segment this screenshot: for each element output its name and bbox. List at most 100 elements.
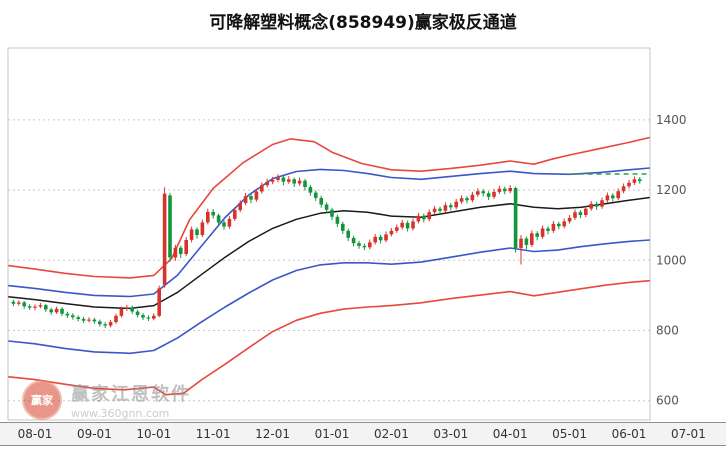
candle-body <box>567 217 572 222</box>
candle-body <box>195 229 199 235</box>
candle-body <box>486 193 491 197</box>
x-axis-label: 08-01 <box>17 427 53 441</box>
candle-body <box>76 317 80 319</box>
candle-body <box>49 309 53 313</box>
candle-body <box>330 209 334 217</box>
candle-body <box>233 210 237 219</box>
candle-body <box>162 193 167 285</box>
band-lower-blue <box>8 239 650 355</box>
candle-body <box>351 237 356 244</box>
candle-body <box>546 228 550 231</box>
candle-body <box>443 205 448 211</box>
candle-body <box>108 322 113 326</box>
candle-body <box>411 221 415 229</box>
candle-body <box>600 200 604 207</box>
candle-body <box>373 236 377 243</box>
plot-border <box>7 47 651 421</box>
candle-body <box>22 302 26 307</box>
candle-body <box>292 179 296 184</box>
candle-body <box>314 192 318 198</box>
candle-body <box>605 195 610 201</box>
candle-body <box>584 208 588 215</box>
candle-body <box>270 180 275 182</box>
candle-body <box>319 197 323 205</box>
candle-body <box>627 182 631 187</box>
candle-body <box>551 223 556 231</box>
candle-body <box>44 305 48 310</box>
y-axis-label: 800 <box>656 324 679 338</box>
band-upper-blue <box>8 167 650 298</box>
x-axis: 08-01 09-01 10-01 11-01 12-01 01-01 02-01 03-01… <box>0 422 726 446</box>
candle-body <box>200 222 205 235</box>
candle-body <box>17 302 21 304</box>
candle-body <box>400 222 404 228</box>
candle-body <box>265 181 269 186</box>
x-axis-label: 04-01 <box>492 427 528 441</box>
candle-body <box>535 233 539 237</box>
candle-body <box>341 223 345 231</box>
candle-body <box>98 321 102 325</box>
candle-body <box>459 198 464 202</box>
y-axis-label: 1200 <box>656 183 687 197</box>
candle-body <box>287 179 291 182</box>
candle-body <box>497 188 502 192</box>
y-axis-label: 1400 <box>656 113 687 127</box>
candle-body <box>281 177 286 182</box>
candle-body <box>524 238 529 245</box>
candle-body <box>573 212 577 218</box>
candle-body <box>621 186 626 192</box>
candle-body <box>141 315 145 318</box>
candle-body <box>243 196 248 204</box>
candle-body <box>362 245 367 248</box>
candle-body <box>378 236 383 241</box>
candle-body <box>492 191 496 197</box>
x-axis-label: 02-01 <box>373 427 409 441</box>
candle-body <box>616 191 620 199</box>
candle-body <box>189 229 194 240</box>
chart-title: 可降解塑料概念(858949)赢家极反通道 <box>209 13 517 33</box>
x-axis-label: 09-01 <box>76 427 112 441</box>
candle-body <box>71 315 75 318</box>
candle-body <box>384 234 388 241</box>
candle-body <box>119 308 124 316</box>
y-axis-label: 1000 <box>656 253 687 267</box>
candle-body <box>11 301 16 304</box>
candle-body <box>540 228 545 237</box>
candle-body <box>438 208 442 211</box>
band-upper-red <box>8 136 650 279</box>
candle-body <box>125 307 129 309</box>
candle-body <box>589 203 593 209</box>
candle-body <box>206 211 210 223</box>
candle-body <box>346 230 350 238</box>
candle-body <box>92 319 97 322</box>
candle-body <box>135 311 140 316</box>
candle-body <box>389 230 394 235</box>
candle-body <box>211 211 215 216</box>
candle-body <box>530 233 534 245</box>
x-axis-label: 11-01 <box>195 427 231 441</box>
candle-body <box>638 179 642 182</box>
candle-body <box>60 308 64 314</box>
candle-body <box>405 222 410 229</box>
candle-body <box>103 324 107 326</box>
candle-body <box>335 216 340 224</box>
candle-body <box>454 201 458 208</box>
candle-body <box>146 317 151 319</box>
candle-body <box>130 307 134 312</box>
candle-body <box>157 288 161 316</box>
candle-body <box>87 319 91 321</box>
candle-body <box>519 238 523 249</box>
x-axis-label: 06-01 <box>611 427 647 441</box>
candle-body <box>578 212 583 215</box>
candle-body <box>38 305 43 307</box>
candle-body <box>470 194 475 201</box>
candle-body <box>632 179 637 183</box>
candle-body <box>54 308 59 313</box>
x-axis-label: 12-01 <box>255 427 291 441</box>
candle-body <box>416 215 421 222</box>
candle-body <box>179 247 183 254</box>
candle-body <box>324 204 329 210</box>
x-axis-label: 10-01 <box>136 427 172 441</box>
candle-body <box>222 222 226 227</box>
